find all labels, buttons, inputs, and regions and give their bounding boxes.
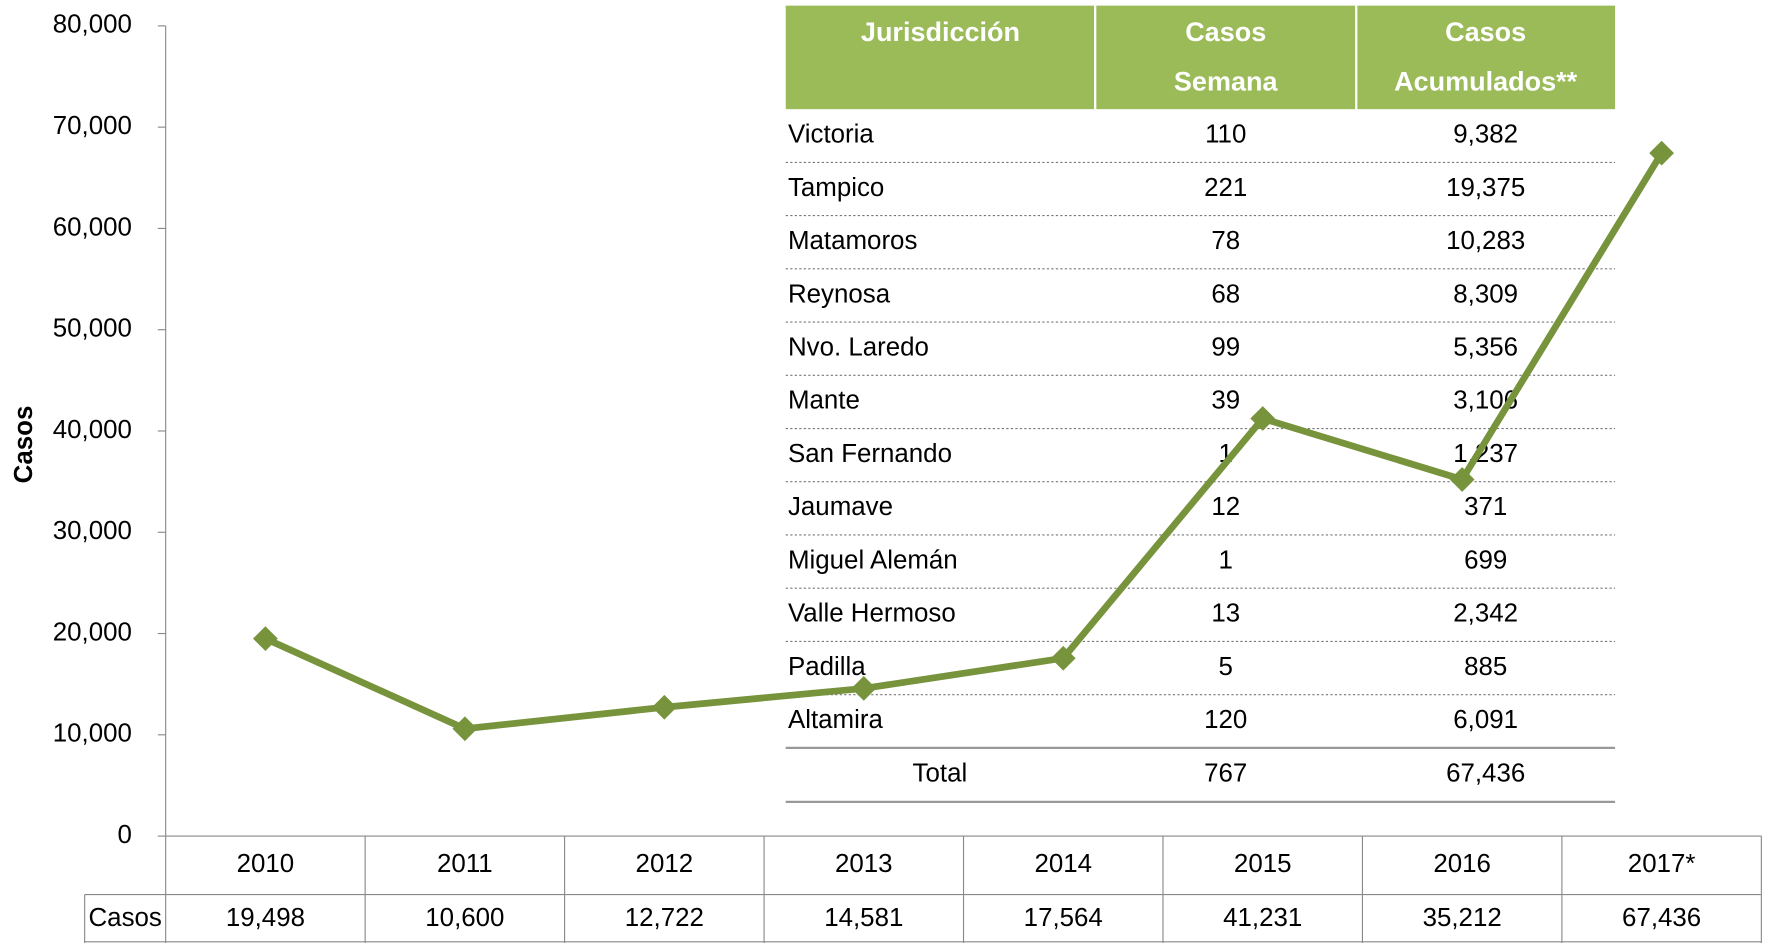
data-label: 14,581 (824, 904, 903, 932)
cell: 699 (1464, 546, 1507, 574)
y-tick-label: 80,000 (53, 11, 132, 39)
y-axis-title: Casos (10, 406, 38, 484)
cell: 39 (1211, 387, 1240, 415)
row-label: Mante (788, 387, 860, 415)
y-tick-label: 10,000 (53, 720, 132, 748)
data-label: 35,212 (1423, 904, 1502, 932)
row-label: Victoria (788, 121, 874, 149)
cell: 2,342 (1453, 600, 1518, 628)
legend-label: Casos (89, 904, 162, 932)
row-label: San Fernando (788, 440, 952, 468)
cell: 8,309 (1453, 280, 1518, 308)
total-cell: 767 (1204, 760, 1247, 788)
cell: 12 (1211, 493, 1240, 521)
data-label: 19,498 (226, 904, 305, 932)
cell: 120 (1204, 706, 1247, 734)
row-label: Tampico (788, 174, 884, 202)
cell: 371 (1464, 493, 1507, 521)
x-tick-label: 2011 (437, 850, 493, 878)
y-tick-label: 30,000 (53, 517, 132, 545)
row-label: Nvo. Laredo (788, 334, 929, 362)
total-cell: 67,436 (1446, 760, 1525, 788)
data-label: 10,600 (425, 904, 504, 932)
y-tick-label: 20,000 (53, 618, 132, 646)
row-label: Reynosa (788, 280, 891, 308)
x-tick-label: 2013 (835, 850, 893, 878)
data-label: 67,436 (1622, 904, 1701, 932)
data-label: 17,564 (1024, 904, 1103, 932)
row-label: Miguel Alemán (788, 546, 958, 574)
y-tick-label: 40,000 (53, 416, 132, 444)
data-label: 12,722 (625, 904, 704, 932)
row-label: Jaumave (788, 493, 893, 521)
x-tick-label: 2015 (1234, 850, 1292, 878)
cell: 1 (1219, 546, 1233, 574)
y-tick-label: 0 (118, 821, 132, 849)
table-header-bg (785, 5, 1616, 110)
cell: 221 (1204, 174, 1247, 202)
x-tick-label: 2016 (1433, 850, 1491, 878)
marker (1050, 645, 1076, 671)
cell: 9,382 (1453, 121, 1518, 149)
table-header: Jurisdicción (861, 17, 1020, 47)
x-tick-label: 2012 (636, 850, 694, 878)
cell: 19,375 (1446, 174, 1525, 202)
data-label: 41,231 (1223, 904, 1302, 932)
cell: 10,283 (1446, 227, 1525, 255)
series-line (264, 151, 1665, 733)
row-label: Matamoros (788, 227, 917, 255)
cell: 6,091 (1453, 706, 1518, 734)
row-label: Valle Hermoso (788, 600, 956, 628)
marker (1449, 467, 1475, 492)
marker (851, 676, 877, 701)
table-header: Casos Semana 52 (1174, 17, 1279, 146)
cell: 13 (1211, 600, 1240, 628)
x-tick-label: 2010 (237, 850, 295, 878)
cell: 5,356 (1453, 334, 1518, 362)
cell: 110 (1205, 121, 1246, 149)
y-tick-label: 70,000 (53, 112, 132, 140)
row-label: Altamira (788, 706, 884, 734)
cell: 5 (1219, 653, 1233, 681)
x-tick-label: 2017* (1628, 850, 1696, 878)
y-tick-label: 60,000 (53, 213, 132, 241)
cell: 78 (1211, 227, 1240, 255)
total-label: Total (913, 760, 968, 788)
y-tick-label: 50,000 (53, 315, 132, 343)
x-tick-label: 2014 (1034, 850, 1092, 878)
cell: 885 (1464, 653, 1507, 681)
cell: 99 (1211, 334, 1240, 362)
table-header: Casos Acumulados** (1394, 17, 1578, 97)
cell: 68 (1211, 280, 1240, 308)
row-label: Padilla (788, 653, 866, 681)
marker (452, 716, 478, 742)
marker (253, 626, 278, 652)
marker (651, 694, 677, 720)
